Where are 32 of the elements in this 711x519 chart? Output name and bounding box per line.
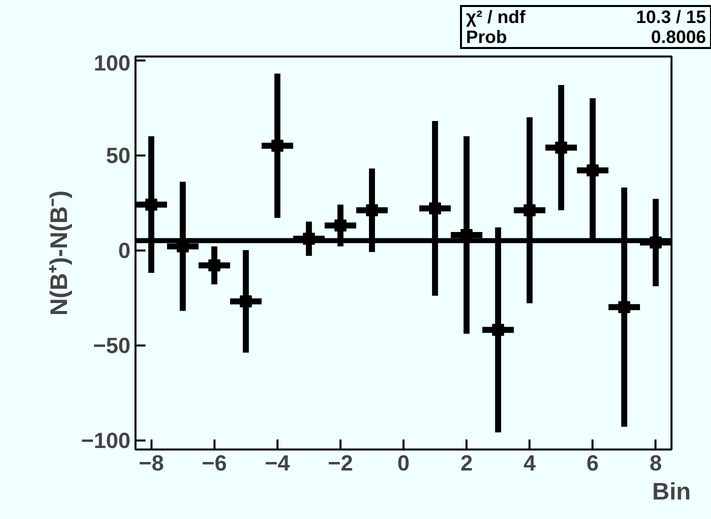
x-tick-label: −6 bbox=[202, 450, 227, 476]
y-tick-label: −100 bbox=[80, 428, 131, 454]
x-tick-label: −8 bbox=[138, 450, 164, 476]
text: 0.8006 bbox=[650, 27, 707, 48]
x-tick-label: −4 bbox=[264, 450, 291, 476]
point bbox=[429, 202, 442, 214]
point bbox=[524, 204, 536, 216]
y-tick-label: −50 bbox=[93, 333, 131, 358]
x-tick-label: −2 bbox=[328, 450, 353, 476]
point bbox=[586, 164, 599, 176]
point bbox=[492, 324, 504, 336]
point bbox=[271, 140, 284, 152]
point bbox=[618, 301, 630, 314]
y-tick-label: 0 bbox=[118, 238, 131, 264]
x-tick-label: 4 bbox=[524, 450, 536, 476]
text: 10.3 / 15 bbox=[634, 6, 707, 27]
point bbox=[555, 142, 568, 154]
y-tick-label: 50 bbox=[106, 143, 131, 168]
y-tick-label: 100 bbox=[94, 50, 131, 76]
point bbox=[240, 295, 252, 308]
text: Prob bbox=[465, 27, 508, 48]
x-tick-label: 8 bbox=[650, 450, 662, 476]
point bbox=[366, 204, 378, 216]
point bbox=[145, 198, 158, 211]
text: χ² / ndf bbox=[465, 6, 526, 27]
point bbox=[334, 219, 346, 232]
x-tick-label: 2 bbox=[460, 450, 473, 476]
x-tick-label: 6 bbox=[586, 450, 599, 476]
y-axis-title: N(B⁺)-N(B⁻) bbox=[46, 190, 73, 316]
x-tick-label: 0 bbox=[397, 450, 410, 476]
x-axis-title: Bin bbox=[652, 478, 691, 506]
point bbox=[208, 259, 220, 272]
